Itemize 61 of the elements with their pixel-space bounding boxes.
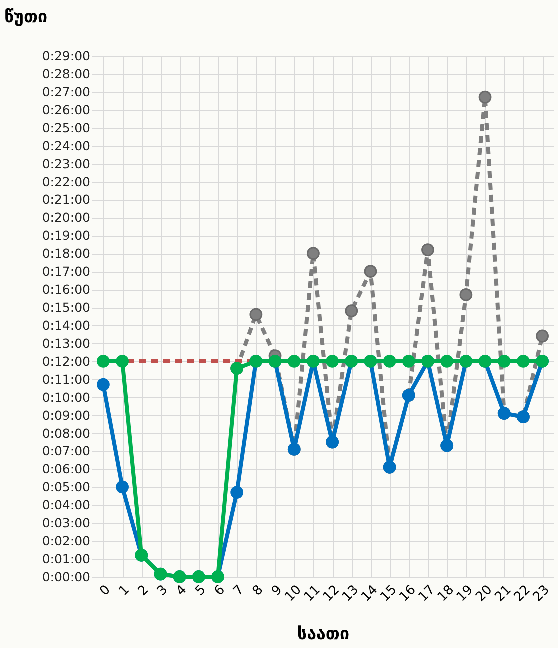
point bbox=[440, 354, 454, 368]
point bbox=[326, 354, 339, 368]
y-tick-label: 0:20:00 bbox=[42, 210, 91, 226]
point bbox=[116, 354, 129, 368]
point bbox=[230, 486, 244, 499]
x-tick-label: 8 bbox=[250, 582, 267, 600]
y-tick-label: 0:00:00 bbox=[42, 570, 91, 584]
y-tick-label: 0:08:00 bbox=[42, 426, 91, 441]
point bbox=[422, 244, 434, 256]
y-tick-label: 0:06:00 bbox=[42, 462, 91, 477]
y-tick-label: 0:01:00 bbox=[42, 552, 91, 567]
x-tick-label: 5 bbox=[192, 582, 210, 600]
point bbox=[536, 330, 549, 343]
x-axis-title: საათი bbox=[297, 624, 350, 644]
point bbox=[250, 308, 263, 322]
x-tick-label: 6 bbox=[212, 582, 228, 600]
y-tick-label: 0:13:00 bbox=[42, 336, 91, 351]
y-tick-label: 0:11:00 bbox=[42, 372, 91, 387]
point bbox=[364, 265, 378, 278]
y-tick-label: 0:09:00 bbox=[42, 408, 91, 423]
y-tick-label: 0:18:00 bbox=[42, 246, 91, 262]
y-tick-label: 0:16:00 bbox=[42, 282, 91, 298]
point bbox=[345, 304, 358, 318]
x-tick-label: 1 bbox=[116, 582, 133, 600]
y-tick-label: 0:02:00 bbox=[42, 534, 91, 549]
y-tick-label: 0:12:00 bbox=[42, 354, 91, 369]
y-tick-label: 0:22:00 bbox=[42, 174, 91, 190]
x-tick-label: 7 bbox=[231, 582, 248, 600]
x-tick-label: 4 bbox=[174, 582, 190, 600]
y-tick-label: 0:26:00 bbox=[42, 102, 91, 118]
y-tick-label: 0:27:00 bbox=[42, 84, 91, 100]
y-tick-label: 0:23:00 bbox=[42, 156, 91, 172]
y-tick-label: 0:15:00 bbox=[42, 300, 91, 316]
point bbox=[97, 378, 110, 392]
point bbox=[288, 354, 301, 368]
point bbox=[478, 90, 492, 104]
point bbox=[307, 247, 320, 260]
y-axis-title: წუთი bbox=[4, 8, 48, 28]
point bbox=[498, 354, 511, 368]
x-tick-label: 0 bbox=[97, 582, 114, 600]
y-tick-label: 0:28:00 bbox=[42, 66, 91, 82]
point bbox=[460, 288, 473, 302]
x-tick-label: 3 bbox=[154, 582, 172, 600]
y-tick-label: 0:10:00 bbox=[42, 390, 91, 405]
y-tick-label: 0:19:00 bbox=[42, 228, 91, 244]
x-tick-label: 2 bbox=[136, 582, 152, 600]
y-tick-label: 0:24:00 bbox=[42, 138, 91, 154]
point bbox=[402, 354, 416, 368]
y-tick-label: 0:17:00 bbox=[42, 264, 91, 280]
y-tick-label: 0:21:00 bbox=[42, 192, 91, 208]
point bbox=[116, 480, 129, 494]
y-tick-label: 0:07:00 bbox=[42, 444, 91, 459]
y-tick-label: 0:25:00 bbox=[42, 120, 91, 136]
point bbox=[97, 354, 110, 368]
point bbox=[517, 354, 530, 368]
y-tick-label: 0:05:00 bbox=[42, 480, 91, 495]
y-tick-label: 0:29:00 bbox=[42, 48, 91, 64]
y-tick-label: 0:04:00 bbox=[42, 498, 91, 513]
y-tick-label: 0:14:00 bbox=[42, 318, 91, 333]
y-tick-label: 0:03:00 bbox=[42, 516, 91, 531]
point bbox=[383, 354, 396, 368]
